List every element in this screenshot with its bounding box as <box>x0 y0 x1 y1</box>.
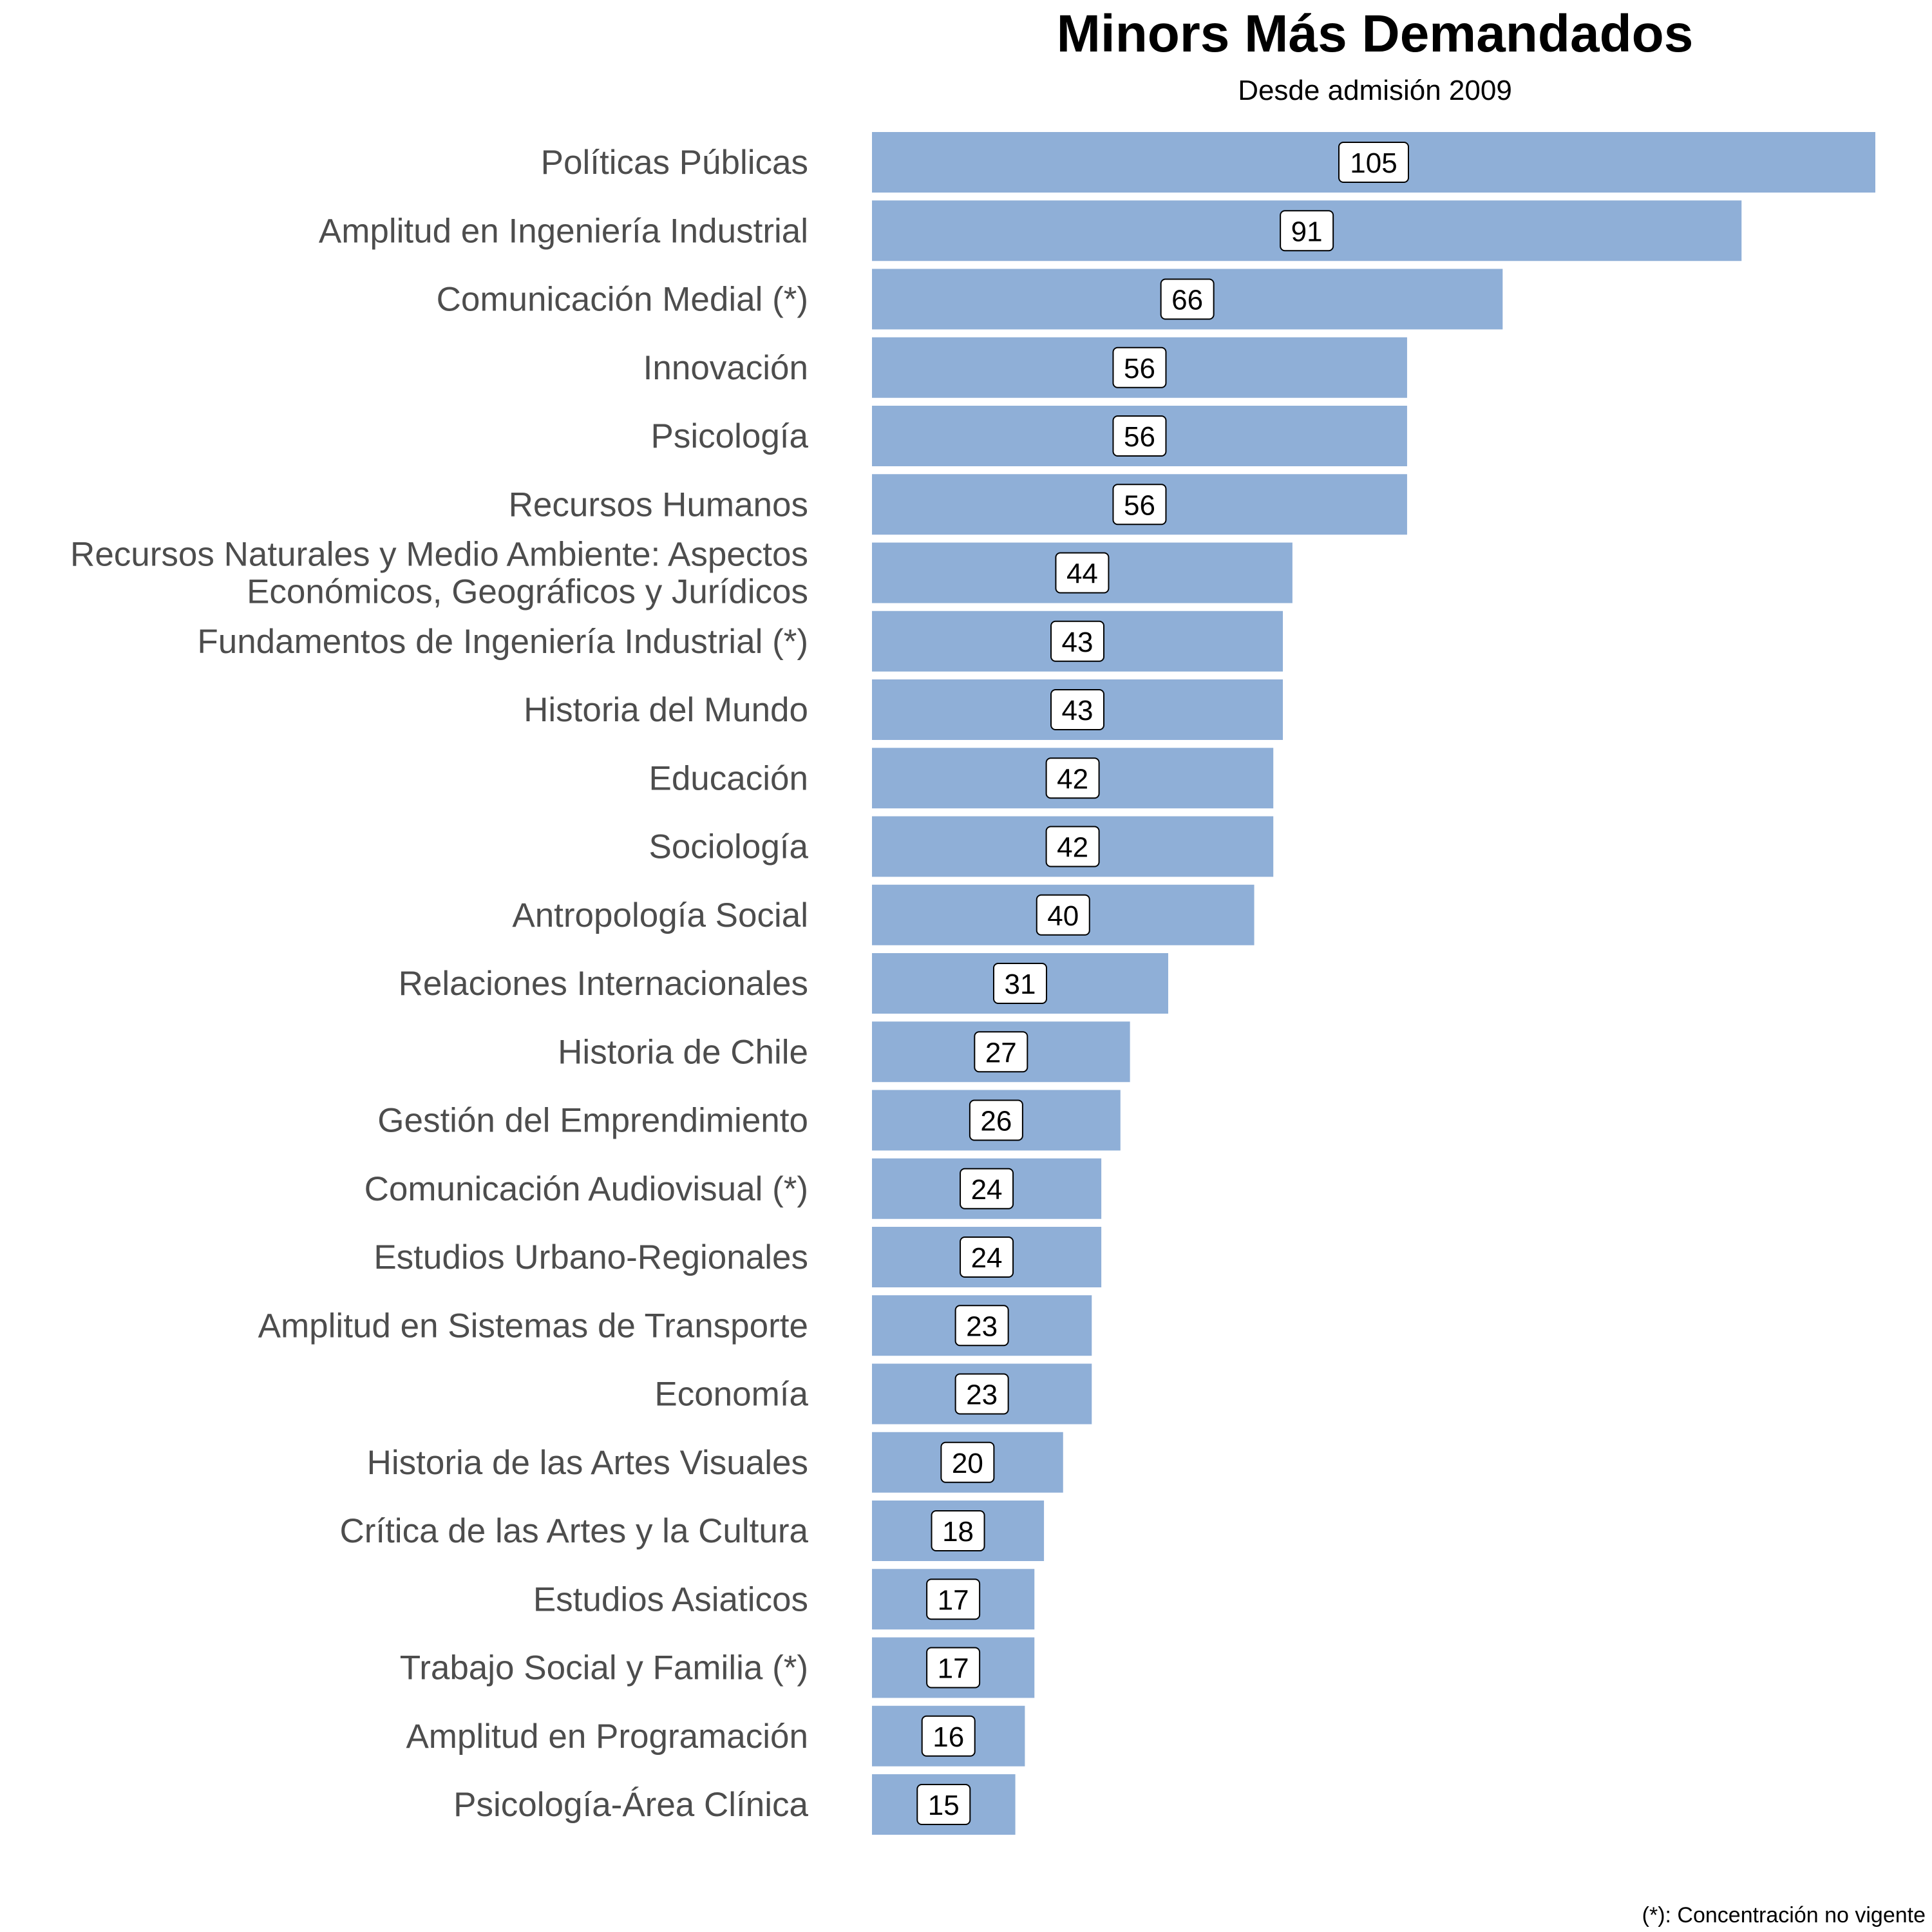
value-label: 24 <box>971 1242 1003 1274</box>
value-label: 23 <box>966 1379 998 1411</box>
category-label: Amplitud en Ingeniería Industrial <box>319 212 808 250</box>
value-label: 16 <box>933 1721 964 1753</box>
value-label-box <box>1112 346 1167 388</box>
value-label: 24 <box>971 1174 1003 1206</box>
category-label: Educación <box>649 759 808 797</box>
category-label: Psicología-Área Clínica <box>453 1786 808 1824</box>
value-label-box <box>1055 552 1110 594</box>
value-label-box <box>940 1441 995 1483</box>
bars-layer: Políticas Públicas 105 Amplitud en Ingenie… <box>70 132 1875 1835</box>
value-label: 27 <box>985 1037 1017 1068</box>
category-label: Comunicación Audiovisual (*) <box>365 1170 808 1208</box>
value-label: 17 <box>938 1584 969 1616</box>
value-label-box <box>960 1168 1014 1209</box>
value-label-box <box>974 1031 1028 1073</box>
category-label: Comunicación Medial (*) <box>437 281 808 319</box>
value-label: 91 <box>1291 216 1323 247</box>
value-label: 105 <box>1350 147 1397 179</box>
value-label-box <box>1045 826 1100 867</box>
category-label: Economía <box>654 1376 808 1414</box>
category-label: Psicología <box>650 417 808 455</box>
category-label: Historia del Mundo <box>524 691 808 729</box>
value-label: 56 <box>1124 353 1155 384</box>
category-label: Historia de Chile <box>558 1033 808 1071</box>
value-label-box <box>926 1647 981 1689</box>
category-label: Políticas Públicas <box>541 144 808 182</box>
value-label: 44 <box>1066 558 1098 590</box>
category-label: Innovación <box>643 349 808 387</box>
value-label: 15 <box>928 1790 960 1821</box>
category-label: Fundamentos de Ingeniería Industrial (*) <box>197 623 808 661</box>
chart-subtitle: Desde admisión 2009 <box>1238 75 1512 106</box>
category-label: Relaciones Internacionales <box>399 965 808 1003</box>
value-label: 18 <box>942 1516 974 1548</box>
category-label: Crítica de las Artes y la Cultura <box>339 1512 808 1550</box>
value-label: 56 <box>1124 489 1155 521</box>
value-label: 26 <box>980 1106 1012 1137</box>
value-label: 20 <box>952 1448 983 1479</box>
value-label-box <box>960 1236 1014 1278</box>
value-label-box <box>954 1373 1009 1415</box>
value-label: 17 <box>938 1653 969 1685</box>
value-label: 43 <box>1062 627 1094 658</box>
caption-footnote: (*): Concentración no vigente <box>1642 1903 1926 1927</box>
category-label: Sociología <box>649 828 808 866</box>
value-label-box <box>992 963 1047 1004</box>
value-label: 43 <box>1062 695 1094 726</box>
value-label-box <box>921 1715 976 1757</box>
category-label: Amplitud en Programación <box>406 1718 808 1756</box>
value-label-box <box>1160 278 1215 320</box>
value-label-box <box>1036 894 1090 936</box>
value-label: 23 <box>966 1311 998 1342</box>
value-label: 31 <box>1005 969 1036 1000</box>
category-label: Antropología Social <box>512 896 808 934</box>
value-label-box <box>1112 484 1167 526</box>
value-label-box <box>931 1510 985 1551</box>
category-label: Estudios Asiaticos <box>533 1580 808 1618</box>
value-label-box <box>916 1784 971 1825</box>
category-label: Gestión del Emprendimiento <box>377 1102 808 1140</box>
category-label: Recursos Naturales y Medio Ambiente: Asp… <box>70 536 808 611</box>
category-label: Amplitud en Sistemas de Transporte <box>258 1307 808 1345</box>
value-label-box <box>1050 620 1105 662</box>
value-label: 56 <box>1124 421 1155 453</box>
value-label-box <box>1280 210 1334 252</box>
value-label-box <box>969 1099 1023 1141</box>
category-label: Historia de las Artes Visuales <box>367 1444 808 1482</box>
value-label-box <box>1050 689 1105 730</box>
value-label-box <box>954 1305 1009 1347</box>
category-label: Trabajo Social y Familia (*) <box>400 1649 808 1687</box>
value-label: 40 <box>1047 900 1079 932</box>
value-label-box <box>926 1578 981 1620</box>
value-label-box <box>1045 757 1100 799</box>
chart-title: Minors Más Demandados <box>1057 5 1694 63</box>
value-label: 42 <box>1057 763 1088 795</box>
category-label: Estudios Urbano-Regionales <box>374 1238 808 1276</box>
value-label: 66 <box>1171 285 1203 316</box>
value-label-box <box>1338 142 1409 183</box>
value-label: 42 <box>1057 832 1088 864</box>
value-label-box <box>1112 415 1167 457</box>
category-label: Recursos Humanos <box>509 486 808 524</box>
